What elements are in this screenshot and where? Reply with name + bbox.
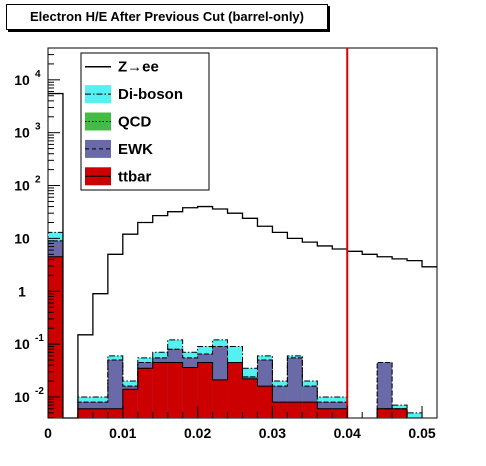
x-tick-label: 0.03 [259,425,286,441]
legend-label: EWK [118,141,153,158]
y-tick-exponent: 4 [35,69,41,80]
legend-label: Di-boson [118,86,183,103]
bar-ttbar-0 [48,257,63,418]
legend: Z→ee Di-boson QCD EWK ttbar [81,53,209,190]
bar-diboson-24 [407,413,422,418]
y-tick-label: 1 [18,283,26,299]
bar-ttbar-15 [272,402,287,418]
y-tick-label: 10 [14,125,30,141]
y-tick-label: 10 [14,72,30,88]
bar-ttbar-12 [228,362,243,418]
bar-ttbar-3 [93,409,108,418]
y-tick-label: 10 [14,178,30,194]
bar-ttbar-18 [317,409,332,418]
legend-label: ttbar [118,168,151,185]
x-tick-label: 0.01 [109,425,136,441]
x-tick-label: 0.05 [408,425,435,441]
stacked-fills [48,232,422,418]
chart-title: Electron H/E After Previous Cut (barrel-… [7,5,327,29]
legend-label: Z→ee [118,59,159,76]
y-tick-label: 10 [14,230,30,246]
y-tick-exponent: -2 [35,386,44,397]
bar-ttbar-17 [302,402,317,418]
bar-ttbar-14 [257,386,272,418]
bar-ttbar-19 [332,409,347,418]
bar-ttbar-22 [377,409,392,418]
title-box: Electron H/E After Previous Cut (barrel-… [6,4,328,30]
x-tick-label: 0 [44,425,52,441]
bar-ttbar-7 [153,362,168,418]
y-tick-exponent: 3 [35,122,41,133]
bar-ttbar-10 [198,362,213,418]
bar-ttbar-11 [213,380,228,418]
bar-ttbar-13 [243,379,258,418]
bar-ttbar-9 [183,368,198,418]
bar-ttbar-8 [168,362,183,418]
y-tick-label: 10 [14,389,30,405]
bar-ttbar-23 [392,409,407,418]
legend-label: QCD [118,114,152,131]
y-tick-exponent: -1 [35,333,44,344]
bar-ttbar-5 [123,389,138,418]
x-tick-label: 0.02 [184,425,211,441]
y-tick-label: 10 [14,336,30,352]
bar-ttbar-4 [108,409,123,418]
bar-ttbar-6 [138,368,153,418]
bar-ttbar-16 [287,402,302,418]
x-tick-label: 0.04 [334,425,361,441]
y-tick-exponent: 2 [35,175,41,186]
bar-ttbar-2 [78,409,93,418]
